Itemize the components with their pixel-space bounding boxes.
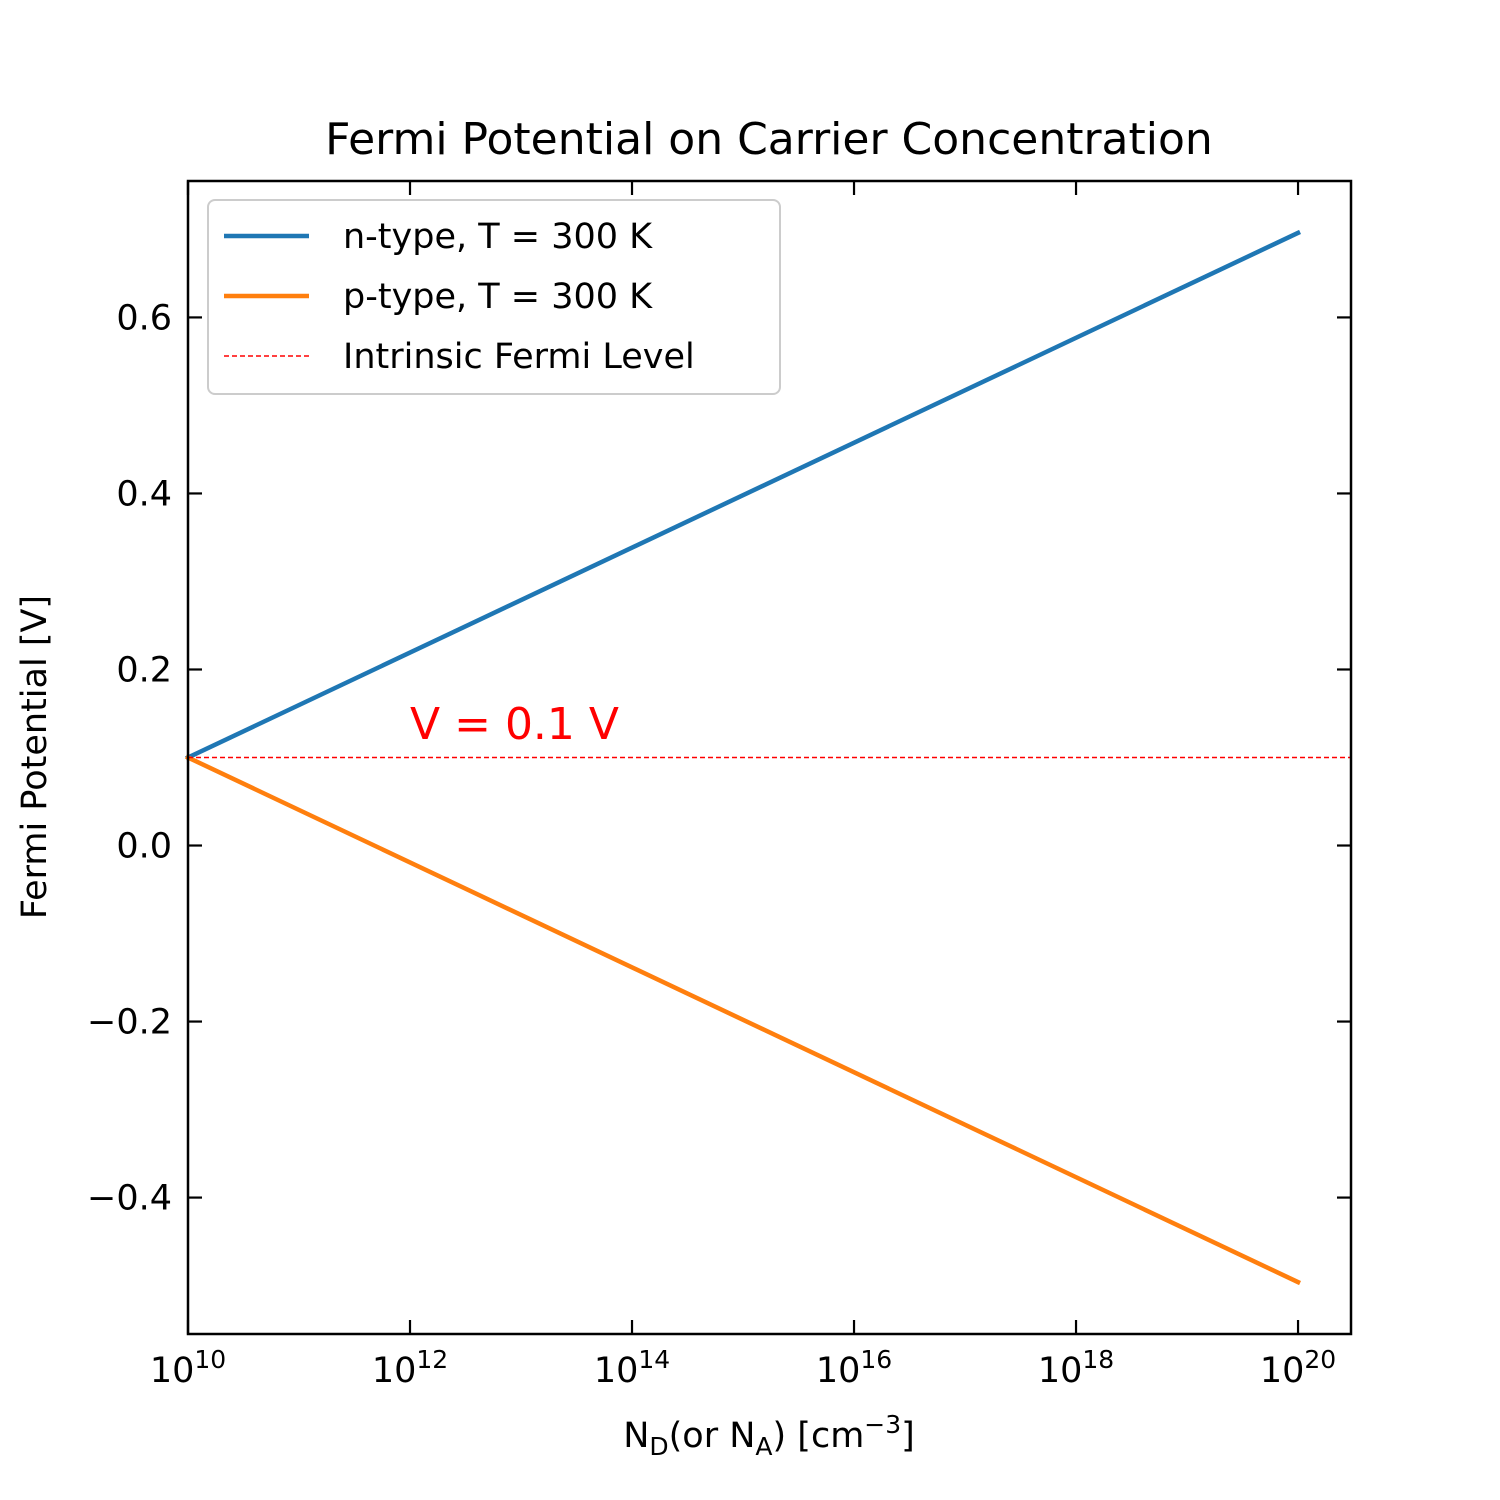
y-tick-label: 0.0 xyxy=(116,827,172,867)
y-axis-label: Fermi Potential [V] xyxy=(15,595,55,919)
x-tick-label: 1010 xyxy=(150,1345,226,1391)
x-tick-label: 1020 xyxy=(1260,1345,1336,1391)
legend-label: n-type, T = 300 K xyxy=(343,217,653,257)
series-line-p-type xyxy=(185,754,1301,1286)
annotation-text: V = 0.1 V xyxy=(410,699,619,750)
plot-frame xyxy=(186,179,1353,1336)
series-line-n-type xyxy=(185,229,1301,761)
legend-box xyxy=(207,199,781,395)
y-tick-label: 0.2 xyxy=(116,650,172,690)
y-tick-label: −0.2 xyxy=(87,1003,172,1043)
chart-title: Fermi Potential on Carrier Concentration xyxy=(325,114,1213,165)
annotation-layer: V = 0.1 V xyxy=(410,699,619,750)
y-tick-label: 0.6 xyxy=(116,298,172,338)
y-tick-label: 0.4 xyxy=(116,474,172,514)
legend-items: n-type, T = 300 K p-type, T = 300 K Intrin… xyxy=(224,217,695,377)
x-tick-label: 1016 xyxy=(816,1345,892,1391)
x-axis-label: ND(or NA) [cm−3] xyxy=(623,1410,915,1461)
legend-label: Intrinsic Fermi Level xyxy=(343,337,695,377)
x-axis-ticks: 1010 1012 1014 1016 1018 1020 xyxy=(150,181,1336,1391)
x-tick-label: 1012 xyxy=(372,1345,448,1391)
legend-label: p-type, T = 300 K xyxy=(343,277,653,317)
x-tick-label: 1018 xyxy=(1038,1345,1114,1391)
plot-lines xyxy=(185,229,1351,1286)
y-axis-ticks: −0.4 −0.2 0.0 0.2 0.4 0.6 xyxy=(87,298,1351,1219)
y-tick-label: −0.4 xyxy=(87,1179,172,1219)
x-tick-label: 1014 xyxy=(594,1345,670,1391)
legend: n-type, T = 300 K p-type, T = 300 K Intrin… xyxy=(207,199,781,395)
